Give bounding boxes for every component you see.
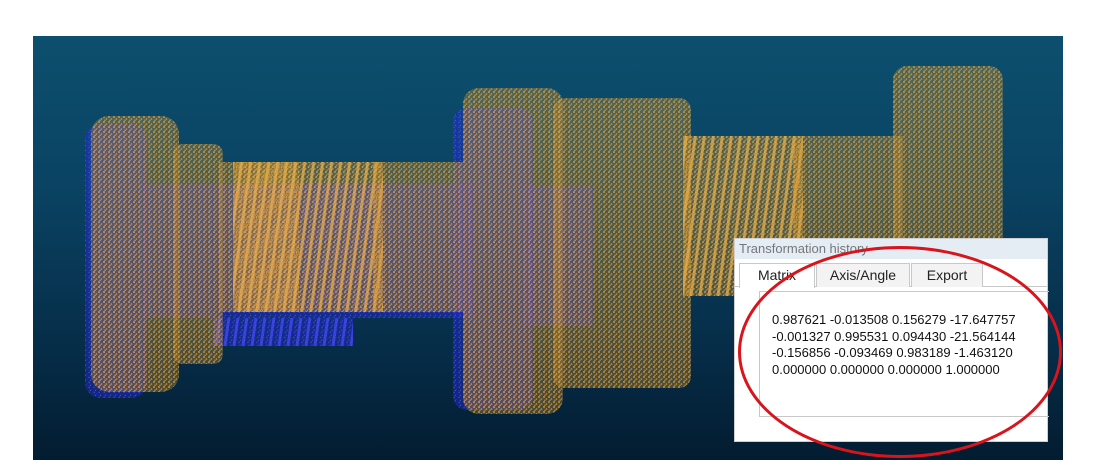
panel-title: Transformation history — [735, 239, 1047, 259]
matrix-row: -0.001327 0.995531 0.094430 -21.564144 — [772, 328, 1016, 344]
tab-axis-angle[interactable]: Axis/Angle — [816, 263, 910, 287]
tab-bar: Matrix Axis/Angle Export — [735, 261, 1047, 288]
tab-matrix[interactable]: Matrix — [739, 263, 815, 288]
matrix-row: -0.156856 -0.093469 0.983189 -1.463120 — [772, 345, 1013, 360]
matrix-text-area[interactable]: 0.987621 -0.013508 0.156279 -17.647757 -… — [759, 291, 1049, 417]
matrix-row: 0.000000 0.000000 0.000000 1.000000 — [772, 361, 1000, 377]
tab-export[interactable]: Export — [911, 263, 983, 287]
matrix-row: 0.987621 -0.013508 0.156279 -17.647757 — [772, 312, 1016, 327]
orange-point-cloud — [91, 66, 1003, 414]
3d-viewport[interactable] — [33, 36, 1063, 460]
transformation-history-panel: Transformation history Matrix Axis/Angle… — [734, 238, 1049, 442]
point-cloud-scene — [85, 66, 1003, 414]
